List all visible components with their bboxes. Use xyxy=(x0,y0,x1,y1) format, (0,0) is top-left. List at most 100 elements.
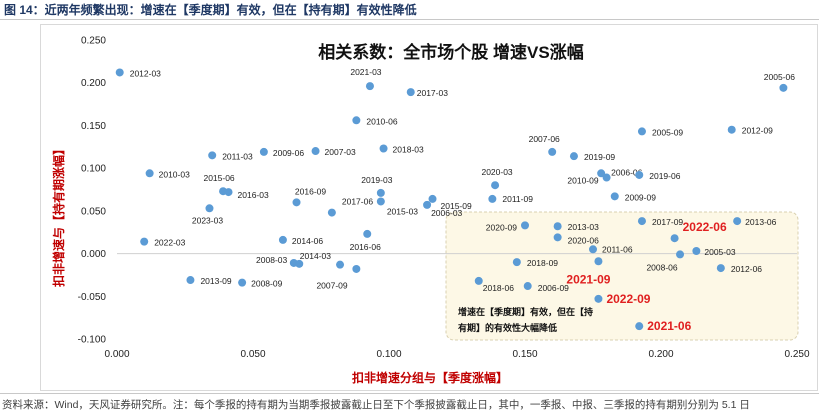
data-point xyxy=(553,233,562,242)
data-point xyxy=(548,147,557,156)
y-tick-label: 0.100 xyxy=(81,164,106,175)
annotation-line-2: 有期】的有效性大幅降低 xyxy=(458,322,557,333)
point-label: 2011-09 xyxy=(502,194,533,204)
point-label: 2022-06 xyxy=(683,220,727,234)
point-label: 2012-09 xyxy=(742,126,773,136)
data-point xyxy=(224,188,233,197)
point-label: 2020-03 xyxy=(481,167,512,177)
data-point xyxy=(376,188,385,197)
data-point xyxy=(428,194,437,203)
point-label: 2015-06 xyxy=(203,173,234,183)
point-label: 2017-09 xyxy=(652,217,683,227)
point-label: 2006-06 xyxy=(611,167,642,177)
data-point xyxy=(512,258,521,267)
point-label: 2010-06 xyxy=(366,116,397,126)
point-label: 2011-06 xyxy=(602,244,633,254)
point-label: 2008-09 xyxy=(251,279,282,289)
data-point xyxy=(594,257,603,266)
data-point xyxy=(521,221,529,230)
data-point xyxy=(733,217,742,226)
point-label: 2010-03 xyxy=(159,169,190,179)
point-label: 2016-03 xyxy=(238,190,269,200)
x-tick-label: 0.200 xyxy=(648,349,673,360)
point-label: 2015-09 xyxy=(441,201,472,211)
data-point xyxy=(145,169,154,178)
data-point xyxy=(602,173,611,182)
y-tick-label: -0.050 xyxy=(78,292,107,303)
data-point xyxy=(727,125,736,134)
point-label: 2018-09 xyxy=(527,258,558,268)
point-label: 2022-03 xyxy=(154,238,185,248)
point-label: 2017-03 xyxy=(417,88,448,98)
x-tick-label: 0.000 xyxy=(104,349,129,360)
data-point xyxy=(115,68,124,77)
point-label: 2009-06 xyxy=(273,148,304,158)
data-point xyxy=(676,250,685,259)
point-label: 2013-06 xyxy=(745,217,776,227)
point-label: 2020-06 xyxy=(568,235,599,245)
y-tick-label: 0.200 xyxy=(81,78,106,89)
point-label: 2013-03 xyxy=(568,222,599,232)
data-point xyxy=(692,247,701,256)
data-point xyxy=(635,170,644,179)
data-point xyxy=(637,217,646,226)
chart-frame xyxy=(40,24,818,391)
data-point xyxy=(589,245,597,254)
data-point xyxy=(670,234,679,243)
point-label: 2011-03 xyxy=(222,151,253,161)
point-label: 2006-09 xyxy=(538,283,569,293)
source-note: 资料来源：Wind，天风证券研究所。注：每个季报的持有期为当期季报披露截止日至下… xyxy=(2,399,750,411)
point-label: 2023-03 xyxy=(192,215,223,225)
point-label: 2007-06 xyxy=(529,134,560,144)
x-tick-label: 0.050 xyxy=(240,349,265,360)
data-point xyxy=(311,147,320,156)
point-label: 2008-03 xyxy=(256,255,287,265)
y-tick-label: 0.250 xyxy=(81,36,106,47)
point-label: 2019-03 xyxy=(361,175,392,185)
data-point xyxy=(379,144,388,153)
point-label: 2005-03 xyxy=(704,247,735,257)
data-point xyxy=(779,83,788,92)
point-label: 2012-06 xyxy=(731,264,762,274)
y-tick-label: 0.050 xyxy=(81,206,106,217)
y-tick-label: 0.150 xyxy=(81,121,106,132)
data-point xyxy=(208,151,217,160)
data-point xyxy=(186,276,195,285)
data-point xyxy=(336,260,345,269)
data-point xyxy=(553,222,562,231)
data-point xyxy=(474,276,483,285)
data-point xyxy=(352,116,361,125)
x-axis-title: 扣非增速分组与【季度涨幅】 xyxy=(352,370,508,385)
chart-title: 相关系数：全市场个股 增速VS涨幅 xyxy=(318,42,583,62)
point-label: 2021-03 xyxy=(350,67,381,77)
annotation-line-1: 增速在【季度期】有效，但在【持 xyxy=(458,306,593,317)
data-point xyxy=(140,237,149,246)
data-point xyxy=(488,194,497,203)
point-label: 2020-09 xyxy=(486,222,517,232)
figure-title: 图 14：近两年频繁出现：增速在【季度期】有效，但在【持有期】有效性降低 xyxy=(4,3,417,17)
data-point xyxy=(594,294,603,303)
point-label: 2010-09 xyxy=(567,176,598,186)
data-point xyxy=(610,192,619,201)
y-axis-title: 扣非增速与【持有期涨幅】 xyxy=(51,143,66,287)
data-point xyxy=(406,88,415,97)
point-label: 2021-06 xyxy=(647,319,691,333)
data-point xyxy=(327,208,336,217)
x-tick-label: 0.250 xyxy=(784,349,809,360)
y-tick-label: -0.100 xyxy=(78,335,107,346)
point-label: 2019-06 xyxy=(649,171,680,181)
point-label: 2006-03 xyxy=(431,208,462,218)
point-label: 2019-09 xyxy=(584,152,615,162)
top-divider xyxy=(0,19,819,20)
data-point xyxy=(292,198,301,207)
data-point xyxy=(238,278,247,287)
point-label: 2022-09 xyxy=(606,292,650,306)
point-label: 2014-03 xyxy=(300,251,331,261)
y-tick-label: 0.000 xyxy=(81,249,106,260)
point-label: 2016-09 xyxy=(295,186,326,196)
point-label: 2005-09 xyxy=(652,127,683,137)
data-point xyxy=(716,264,725,273)
data-point xyxy=(637,127,646,136)
data-point xyxy=(635,322,644,331)
